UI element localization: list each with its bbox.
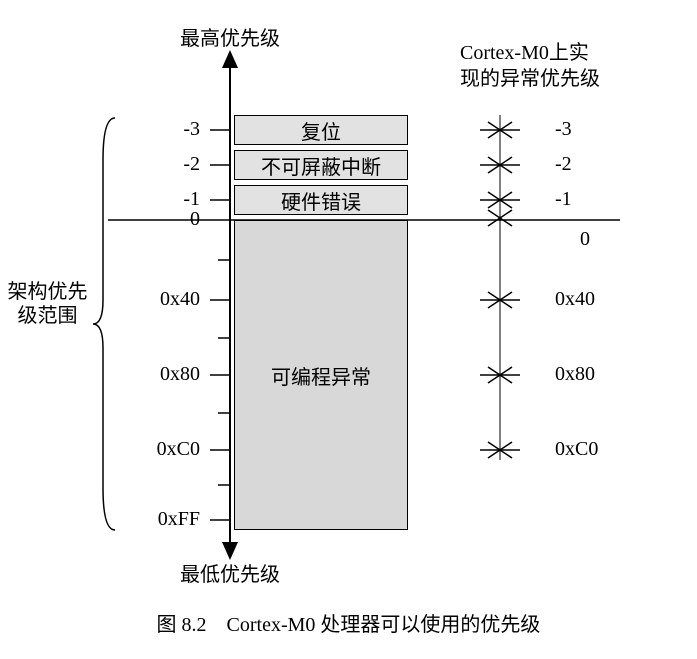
box-programmable: 可编程异常	[234, 220, 408, 530]
brace-label-line2: 级范围	[18, 305, 78, 327]
right-header-line2: 现的异常优先级	[460, 68, 600, 90]
diagram-container: 最高优先级 最低优先级 Cortex-M0上实 现的异常优先级 架构优先 级范围…	[0, 0, 697, 659]
tick-label-0x40: 0x40	[140, 288, 200, 311]
label-highest-priority: 最高优先级	[150, 22, 310, 51]
right-value-0x40: 0x40	[555, 288, 595, 311]
right-value-n2: -2	[555, 153, 572, 176]
tick-label-0: 0	[140, 208, 200, 231]
tick-label-0xC0: 0xC0	[140, 438, 200, 461]
brace-label-line1: 架构优先	[8, 281, 88, 303]
right-value-0x80: 0x80	[555, 363, 595, 386]
right-value-0xC0: 0xC0	[555, 438, 598, 461]
tick-label-0x80: 0x80	[140, 363, 200, 386]
label-lowest-priority: 最低优先级	[150, 558, 310, 587]
box-hardfault: 硬件错误	[234, 185, 408, 215]
right-header: Cortex-M0上实 现的异常优先级	[460, 40, 600, 92]
box-nmi-label: 不可屏蔽中断	[261, 151, 381, 180]
tick-label-n3: -3	[140, 118, 200, 141]
box-reset: 复位	[234, 115, 408, 145]
figure-caption: 图 8.2 Cortex-M0 处理器可以使用的优先级	[0, 608, 697, 637]
brace-label: 架构优先 级范围	[0, 280, 95, 328]
box-hardfault-label: 硬件错误	[281, 186, 361, 215]
box-reset-label: 复位	[301, 116, 341, 145]
right-value-0: 0	[580, 228, 590, 251]
box-programmable-label: 可编程异常	[271, 361, 371, 390]
box-nmi: 不可屏蔽中断	[234, 150, 408, 180]
right-value-n3: -3	[555, 118, 572, 141]
right-header-line1: Cortex-M0上实	[460, 42, 589, 64]
right-value-n1: -1	[555, 188, 572, 211]
tick-label-n2: -2	[140, 153, 200, 176]
tick-label-0xFF: 0xFF	[140, 508, 200, 531]
